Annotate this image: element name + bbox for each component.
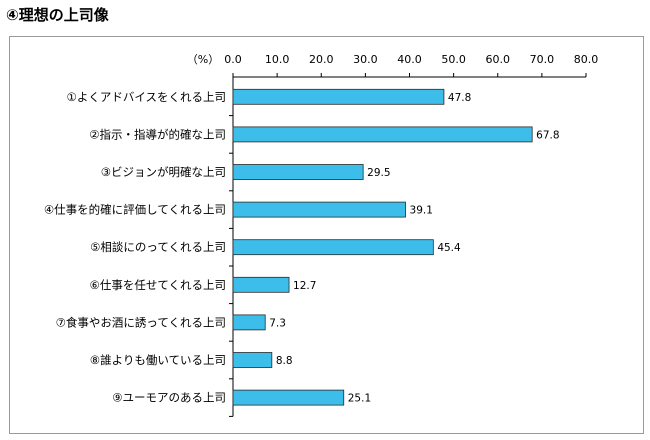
unit-label: （%） xyxy=(187,53,219,66)
category-label: ①よくアドバイスをくれる上司 xyxy=(67,90,226,104)
category-label: ⑦食事やお酒に誘ってくれる上司 xyxy=(56,315,226,329)
bar xyxy=(232,88,445,105)
x-tick-label: 40.0 xyxy=(397,53,422,66)
bar xyxy=(232,389,345,406)
x-tick-label: 70.0 xyxy=(530,53,555,66)
category-label: ⑤相談にのってくれる上司 xyxy=(90,240,226,254)
category-label: ⑧誰よりも働いている上司 xyxy=(90,353,226,367)
bar-layer xyxy=(232,88,533,406)
value-label: 29.5 xyxy=(367,167,390,179)
x-tick-label: 20.0 xyxy=(309,53,334,66)
value-label: 7.3 xyxy=(269,317,286,329)
value-label: 25.1 xyxy=(348,393,371,405)
value-label: 8.8 xyxy=(276,355,293,367)
x-tick-label: 30.0 xyxy=(353,53,378,66)
category-label: ⑥仕事を任せてくれる上司 xyxy=(90,278,226,292)
bar xyxy=(232,126,533,143)
value-label: 67.8 xyxy=(536,129,559,141)
bar xyxy=(232,239,434,256)
label-layer: （%） 0.0 10.0 20.0 30.0 40.0 50.0 60.0 70.0 80.0 ①よ… xyxy=(44,53,598,405)
value-label: 12.7 xyxy=(293,280,316,292)
category-label: ②指示・指導が的確な上司 xyxy=(89,127,226,141)
value-label: 39.1 xyxy=(410,205,433,217)
category-label: ④仕事を的確に評価してくれる上司 xyxy=(44,203,226,217)
category-label: ⑨ユーモアのある上司 xyxy=(112,391,226,405)
x-tick-label: 60.0 xyxy=(486,53,511,66)
page-title: ④理想の上司像 xyxy=(6,6,109,24)
bar xyxy=(232,164,364,180)
x-tick-label: 50.0 xyxy=(441,53,466,66)
bar xyxy=(232,314,266,331)
value-label: 47.8 xyxy=(448,92,471,104)
value-label: 45.4 xyxy=(437,242,461,254)
bar xyxy=(232,352,273,368)
bar xyxy=(232,201,406,218)
bar xyxy=(232,276,290,293)
x-tick-label: 80.0 xyxy=(574,53,599,66)
x-tick-label: 10.0 xyxy=(265,53,290,66)
x-tick-label: 0.0 xyxy=(224,53,242,66)
category-label: ③ビジョンが明確な上司 xyxy=(101,165,226,179)
chart-frame xyxy=(9,36,644,434)
